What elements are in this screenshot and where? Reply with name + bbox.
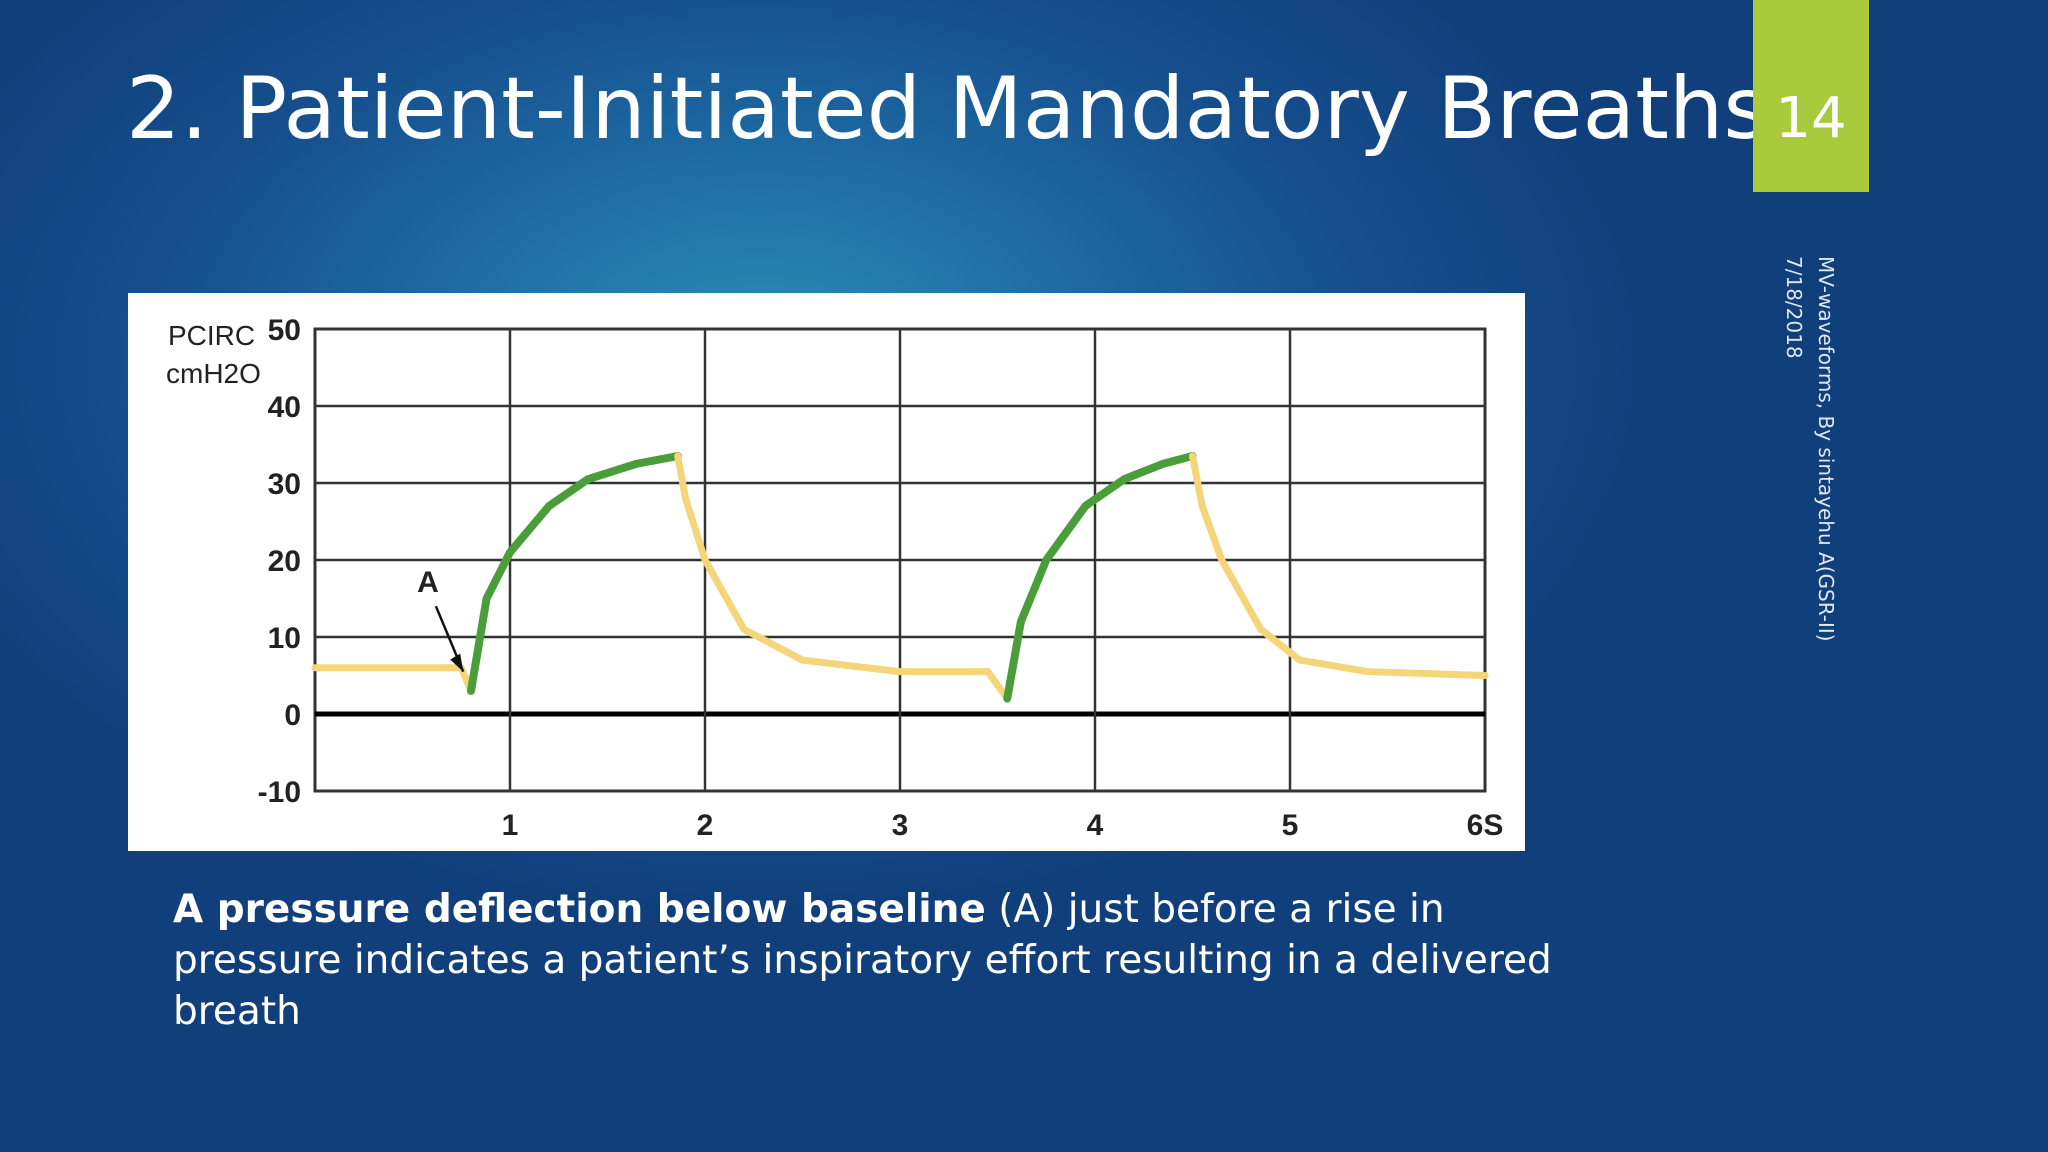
slide-title: 2. Patient-Initiated Mandatory Breaths [126, 59, 1769, 159]
inspiratory-pressure-curve [1003, 452, 1197, 703]
x-tick-label: 5 [1282, 809, 1299, 842]
y-axis-label-line2: cmH2O [166, 358, 261, 389]
y-tick-label: -10 [258, 776, 301, 809]
chart-svg: 50 40 30 20 10 0 -10 1 2 3 4 5 6S PCIRC cmH2O A [166, 314, 1504, 842]
y-tick-label: 20 [268, 545, 301, 578]
baseline-pressure-curve [674, 452, 1011, 703]
baseline-pressure-curve [311, 664, 475, 695]
y-tick-label: 40 [268, 391, 301, 424]
caption-text: (A) just before a rise in pressure indic… [173, 887, 1552, 1034]
x-tick-label: 2 [697, 809, 714, 842]
page-number: 14 [1775, 85, 1847, 151]
y-axis-label-line1: PCIRC [168, 320, 255, 351]
y-tick-label: 30 [268, 468, 301, 501]
annotation-arrow-head [450, 653, 464, 672]
x-tick-label: 3 [892, 809, 909, 842]
side-note: MV-waveforms, By sintayehu A(GSR-II) 7/1… [1778, 256, 1842, 676]
baseline-pressure-curve [1189, 452, 1489, 679]
y-tick-label: 50 [268, 314, 301, 347]
side-note-date: 7/18/2018 [1782, 256, 1806, 359]
side-note-author: MV-waveforms, By sintayehu A(GSR-II) [1814, 256, 1838, 642]
caption-bold-text: A pressure deflection below baseline [173, 887, 986, 932]
y-tick-label: 0 [284, 699, 301, 732]
y-tick-label: 10 [268, 622, 301, 655]
page-number-badge: 14 [1753, 0, 1869, 192]
x-tick-label: 4 [1087, 809, 1104, 842]
slide-caption: A pressure deflection below baseline (A)… [173, 884, 1553, 1037]
x-tick-label: 1 [502, 809, 519, 842]
inspiratory-pressure-curve [467, 452, 682, 695]
x-tick-label: 6S [1467, 809, 1504, 842]
pressure-waveform-chart: 50 40 30 20 10 0 -10 1 2 3 4 5 6S PCIRC cmH2O A [128, 293, 1525, 851]
annotation-label: A [417, 566, 439, 599]
